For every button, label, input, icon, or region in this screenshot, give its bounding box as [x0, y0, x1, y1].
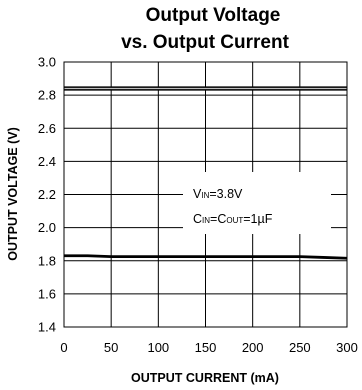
x-tick-label-1: 50 [104, 340, 118, 355]
x-axis-label: OUTPUT CURRENT (mA) [131, 371, 279, 385]
x-tick-label-6: 300 [336, 340, 358, 355]
x-axis-ticks: 0 50 100 150 200 250 300 [60, 340, 357, 355]
annotation-background [183, 172, 331, 234]
x-tick-label-0: 0 [60, 340, 67, 355]
series-1-line [64, 254, 348, 260]
y-axis-ticks: 1.4 1.6 1.8 2.0 2.2 2.4 2.6 2.8 3.0 [38, 55, 56, 335]
y-tick-label-2: 1.8 [38, 253, 56, 268]
chart-title-line-1: Output Voltage [146, 5, 281, 26]
x-tick-label-5: 250 [289, 340, 311, 355]
x-tick-label-4: 200 [242, 340, 264, 355]
annotation-cin-cout: CIN=COUT=1µF [193, 212, 273, 226]
y-tick-label-1: 1.6 [38, 286, 56, 301]
x-tick-label-3: 150 [195, 340, 217, 355]
y-tick-label-5: 2.4 [38, 154, 56, 169]
y-tick-label-8: 3.0 [38, 55, 56, 70]
annotation-vin: VIN=3.8V [193, 187, 243, 201]
y-tick-label-4: 2.2 [38, 187, 56, 202]
plot-frame [63, 61, 348, 328]
y-tick-label-7: 2.8 [38, 88, 56, 103]
x-tick-label-2: 100 [147, 340, 169, 355]
annotation-group: VIN=3.8V CIN=COUT=1µF [193, 187, 273, 226]
chart-title-line-2: vs. Output Current [121, 32, 290, 53]
y-tick-label-0: 1.4 [38, 320, 56, 335]
y-tick-label-3: 2.0 [38, 220, 56, 235]
y-tick-label-6: 2.6 [38, 121, 56, 136]
y-axis-label: OUTPUT VOLTAGE (V) [6, 127, 20, 261]
data-series [64, 86, 348, 260]
